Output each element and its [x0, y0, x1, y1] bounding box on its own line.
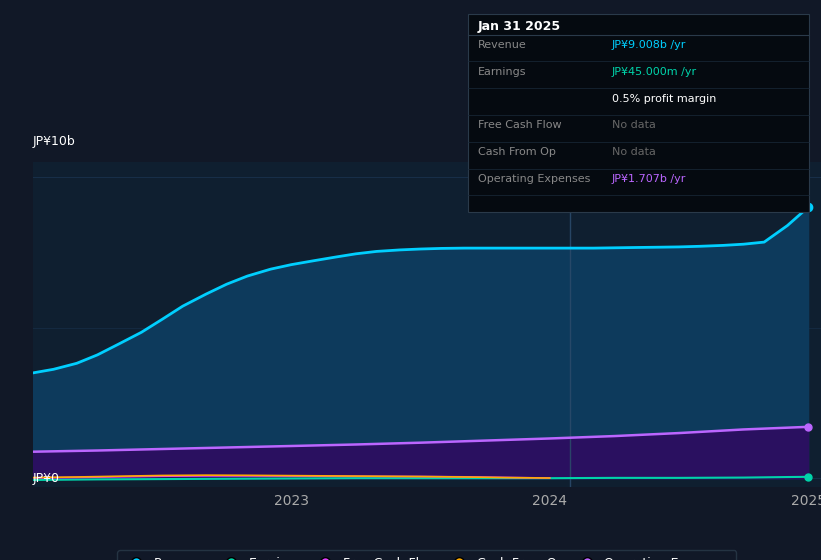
Legend: Revenue, Earnings, Free Cash Flow, Cash From Op, Operating Expenses: Revenue, Earnings, Free Cash Flow, Cash … — [117, 550, 736, 560]
Text: No data: No data — [612, 147, 655, 157]
Text: Operating Expenses: Operating Expenses — [478, 174, 590, 184]
Text: JP¥9.008b /yr: JP¥9.008b /yr — [612, 40, 686, 50]
Text: Jan 31 2025: Jan 31 2025 — [478, 20, 561, 33]
Text: Cash From Op: Cash From Op — [478, 147, 556, 157]
Text: 0.5% profit margin: 0.5% profit margin — [612, 94, 716, 104]
Text: Revenue: Revenue — [478, 40, 526, 50]
Text: No data: No data — [612, 120, 655, 130]
Text: JP¥1.707b /yr: JP¥1.707b /yr — [612, 174, 686, 184]
Text: JP¥0: JP¥0 — [33, 472, 60, 484]
Text: Earnings: Earnings — [478, 67, 526, 77]
Text: Free Cash Flow: Free Cash Flow — [478, 120, 562, 130]
Text: JP¥10b: JP¥10b — [33, 136, 76, 148]
Text: JP¥45.000m /yr: JP¥45.000m /yr — [612, 67, 697, 77]
